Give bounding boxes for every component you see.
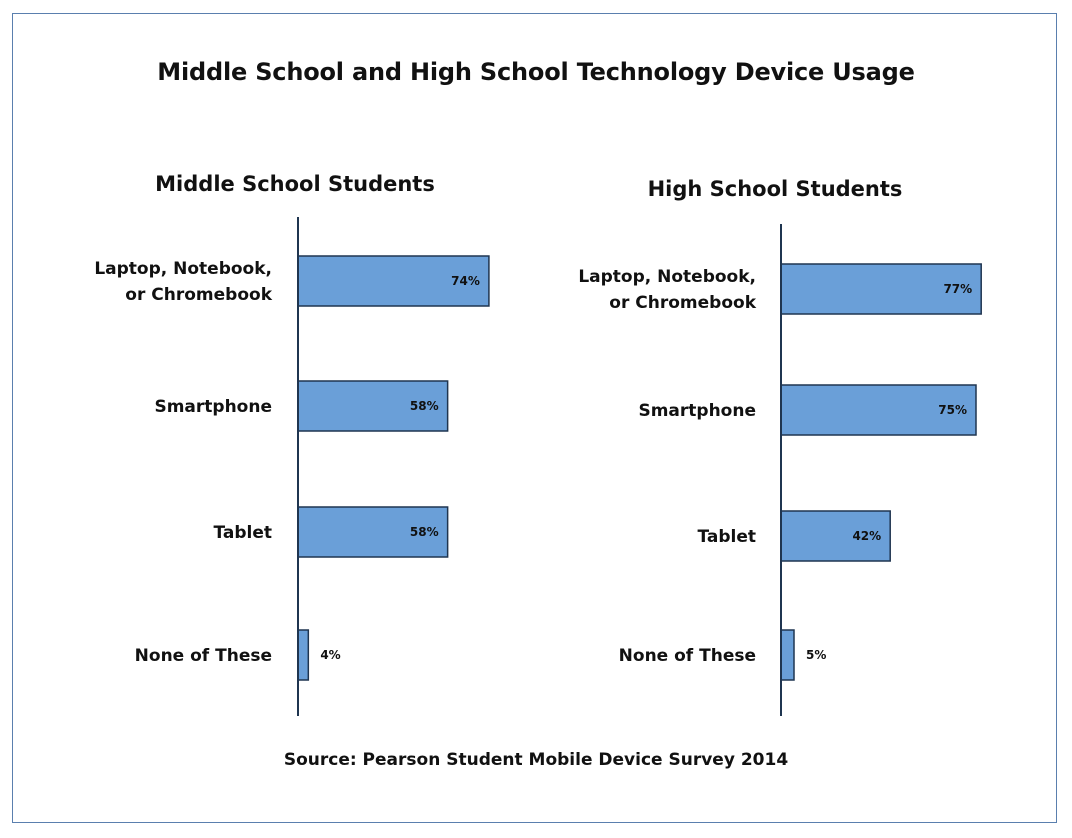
value-label: 58%	[410, 525, 439, 539]
category-label: Tablet	[213, 523, 272, 543]
category-label: Laptop, Notebook,	[578, 267, 756, 287]
value-label: 77%	[943, 282, 972, 296]
value-label: 75%	[938, 403, 967, 417]
value-label: 5%	[806, 648, 826, 662]
value-label: 74%	[451, 274, 480, 288]
category-label: None of These	[619, 646, 756, 666]
bar	[780, 629, 795, 681]
source-note: Source: Pearson Student Mobile Device Su…	[283, 750, 789, 770]
value-label: 4%	[320, 648, 340, 662]
category-label: Smartphone	[154, 397, 272, 417]
chart-panel-0: 74% Laptop, Notebook, or Chromebook 58% Smar…	[94, 217, 490, 716]
category-label: None of These	[135, 646, 272, 666]
chart-title: Middle School and High School Technology…	[157, 58, 915, 86]
category-label: Laptop, Notebook,	[94, 259, 272, 279]
category-label: or Chromebook	[125, 285, 272, 305]
bar	[297, 380, 449, 432]
chart-panel-1: 77% Laptop, Notebook, or Chromebook 75% Smar…	[578, 224, 982, 716]
category-label: Smartphone	[638, 401, 756, 421]
bar	[780, 510, 891, 562]
category-label: or Chromebook	[609, 293, 756, 313]
bar	[297, 506, 449, 558]
category-label: Tablet	[697, 527, 756, 547]
value-label: 42%	[852, 529, 881, 543]
middle-school-subtitle: Middle School Students	[155, 172, 435, 196]
bar	[297, 629, 310, 681]
high-school-subtitle: High School Students	[647, 177, 903, 201]
value-label: 58%	[410, 399, 439, 413]
